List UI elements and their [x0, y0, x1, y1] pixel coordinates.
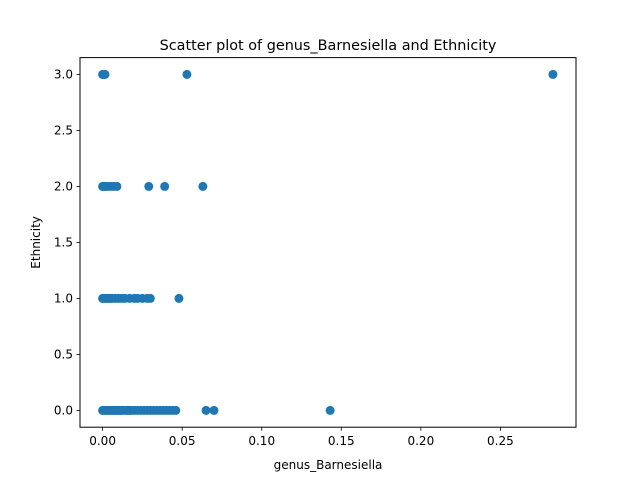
- y-tick-label: 2.5: [54, 123, 73, 137]
- plot-frame: [79, 57, 577, 428]
- y-tick-label: 2.0: [54, 179, 73, 193]
- data-points: [98, 69, 558, 415]
- x-tick-label: 0.05: [169, 434, 196, 448]
- y-tick-label: 3.0: [54, 67, 73, 81]
- data-point: [171, 405, 181, 415]
- chart-title: Scatter plot of genus_Barnesiella and Et…: [160, 38, 497, 54]
- data-point: [174, 293, 184, 303]
- x-tick-label: 0.20: [407, 434, 434, 448]
- data-point: [100, 69, 110, 79]
- y-tick-label: 0.5: [54, 347, 73, 361]
- data-point: [160, 181, 170, 191]
- data-point: [209, 405, 219, 415]
- x-axis-label: genus_Barnesiella: [274, 458, 383, 472]
- x-axis-ticks: 0.00 0.05 0.10 0.15 0.20 0.25: [89, 427, 514, 448]
- y-axis-label: Ethnicity: [29, 216, 43, 269]
- data-point: [112, 181, 122, 191]
- data-point: [325, 405, 335, 415]
- data-point: [144, 181, 154, 191]
- y-axis-ticks: 0.0 0.5 1.0 1.5 2.0 2.5 3.0: [54, 67, 80, 417]
- y-tick-label: 1.5: [54, 235, 73, 249]
- y-tick-label: 1.0: [54, 291, 73, 305]
- y-tick-label: 0.0: [54, 403, 73, 417]
- data-point: [198, 181, 208, 191]
- data-point: [201, 405, 211, 415]
- x-tick-label: 0.10: [248, 434, 275, 448]
- x-tick-label: 0.15: [328, 434, 355, 448]
- data-point: [145, 293, 155, 303]
- x-tick-label: 0.25: [487, 434, 514, 448]
- x-tick-label: 0.00: [89, 434, 116, 448]
- data-point: [182, 69, 192, 79]
- data-point: [548, 69, 558, 79]
